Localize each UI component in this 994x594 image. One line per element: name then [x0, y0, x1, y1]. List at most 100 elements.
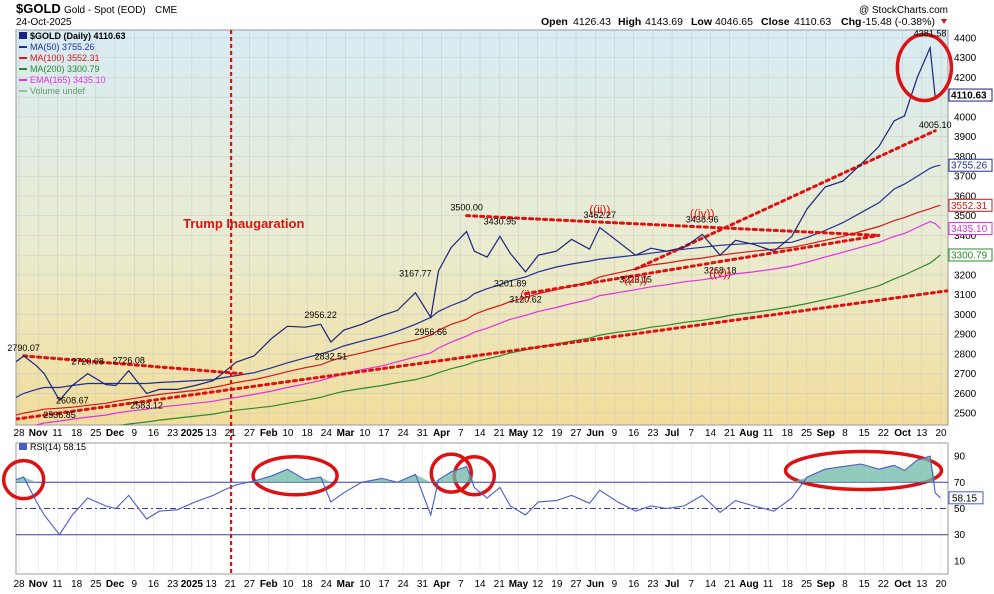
axis-badge-label: 3552.31 — [951, 201, 988, 212]
y-tick-label: 4300 — [954, 53, 977, 64]
x-tick-label: 16 — [148, 579, 160, 590]
price-point-label: 3500.00 — [450, 203, 483, 213]
svg-text:High: High — [618, 16, 641, 28]
svg-text:-15.48 (-0.38%): -15.48 (-0.38%) — [862, 16, 935, 28]
y-tick-label: 3000 — [954, 310, 977, 321]
x-tick-label: 15 — [859, 579, 871, 590]
x-tick-label: Apr — [433, 579, 450, 590]
x-tick-label: 9 — [131, 428, 137, 439]
x-tick-label: 27 — [570, 428, 582, 439]
rsi-legend-swatch — [19, 443, 27, 450]
axis-badge-box — [948, 198, 993, 212]
svg-text:4143.69: 4143.69 — [645, 16, 683, 28]
x-tick-label: Jun — [586, 428, 604, 439]
price-point-label: 2536.85 — [43, 410, 76, 420]
wave-label: ((v)) — [709, 266, 731, 280]
x-tick-label: 8 — [842, 428, 848, 439]
legend-price: $GOLD (Daily) 4110.63 — [30, 31, 126, 41]
svg-text:4126.43: 4126.43 — [573, 16, 611, 28]
x-tick-label: 11 — [763, 428, 774, 439]
price-point-label: 3430.95 — [484, 216, 517, 226]
legend-ma200: MA(200) 3300.79 — [30, 64, 100, 74]
x-tick-label: 24 — [398, 428, 410, 439]
x-tick-label: Nov — [29, 579, 48, 590]
price-line — [16, 45, 941, 402]
x-tick-label: Aug — [739, 428, 758, 439]
x-tick-label: 17 — [378, 428, 390, 439]
wave-label: (i) — [520, 288, 531, 302]
x-tick-label: 22 — [878, 579, 890, 590]
rsi-x-axis: 28 Nov 11 18 25 Dec 9 16 23 2025 13 21 27 Feb 10 18 24 Ma… — [13, 579, 947, 590]
y-tick-label: 4000 — [954, 112, 977, 123]
x-tick-label: 9 — [131, 579, 137, 590]
x-tick-label: Sep — [817, 579, 835, 590]
axis-badge-box — [948, 221, 993, 235]
x-tick-label: 13 — [206, 428, 218, 439]
y-tick-label: 2900 — [954, 330, 977, 341]
x-tick-label: 28 — [13, 579, 25, 590]
x-tick-label: 18 — [302, 579, 314, 590]
x-tick-label: 10 — [282, 428, 294, 439]
x-tick-label: Oct — [894, 428, 911, 439]
x-tick-label: 21 — [724, 428, 736, 439]
x-tick-label: 24 — [398, 579, 410, 590]
x-tick-label: 8 — [842, 579, 848, 590]
price-point-label: 2790.07 — [7, 343, 40, 353]
x-tick-label: 27 — [570, 579, 582, 590]
legend-ma50: MA(50) 3755.26 — [30, 42, 95, 52]
x-tick-label: 16 — [148, 428, 160, 439]
trendline — [16, 289, 948, 421]
rsi-title: RSI(14) 58.15 — [30, 442, 86, 452]
chart-title: $GOLD — [16, 1, 61, 16]
x-tick-label: 10 — [359, 579, 371, 590]
x-tick-label: 17 — [378, 579, 390, 590]
svg-text:4046.65: 4046.65 — [715, 16, 753, 28]
legend: $GOLD (Daily) 4110.63 MA(50) 3755.26 MA(… — [19, 31, 126, 96]
x-tick-label: Aug — [739, 579, 758, 590]
price-panel-bg — [15, 29, 949, 426]
axis-badge-box — [948, 248, 993, 262]
price-highlight-circle — [895, 32, 954, 103]
x-tick-label: Feb — [260, 428, 278, 439]
trendline — [22, 354, 243, 376]
rsi-line — [16, 455, 941, 536]
svg-text:Open: Open — [541, 16, 568, 28]
price-point-label: 3438.96 — [686, 215, 719, 225]
x-tick-label: 21 — [494, 579, 506, 590]
price-point-label: 2956.22 — [304, 310, 337, 320]
x-tick-label: 18 — [302, 428, 314, 439]
x-tick-label: 24 — [321, 428, 333, 439]
price-point-label: 3268.18 — [704, 265, 737, 275]
x-tick-label: 20 — [935, 579, 947, 590]
x-tick-label: 7 — [689, 579, 695, 590]
x-tick-label: 16 — [628, 428, 640, 439]
wave-label: ((iii)) — [624, 272, 648, 286]
rsi-y-tick-label: 30 — [954, 530, 966, 541]
y-tick-label: 3200 — [954, 270, 977, 281]
price-point-label: 2720.08 — [71, 357, 104, 367]
x-tick-label: Dec — [106, 428, 125, 439]
x-tick-label: Oct — [894, 579, 911, 590]
x-tick-label: Jul — [665, 428, 680, 439]
x-tick-label: 2025 — [181, 579, 204, 590]
x-tick-label: 10 — [282, 579, 294, 590]
x-tick-label: 27 — [244, 579, 256, 590]
axis-badge-label: 3300.79 — [951, 250, 988, 261]
y-tick-label: 2800 — [954, 349, 977, 360]
x-tick-label: 25 — [90, 428, 102, 439]
price-point-label: 2956.66 — [415, 327, 448, 337]
rsi-badge-box — [948, 491, 984, 505]
chart-subtitle: Gold - Spot (EOD) — [64, 5, 146, 16]
rsi-badge-label: 58.15 — [952, 493, 977, 504]
y-tick-label: 4200 — [954, 73, 977, 84]
x-tick-label: 27 — [244, 428, 256, 439]
axis-badge-label: 4110.63 — [951, 91, 987, 102]
svg-text:Low: Low — [691, 16, 713, 28]
chart-date: 24-Oct-2025 — [16, 17, 72, 28]
x-tick-label: 7 — [689, 428, 695, 439]
y-tick-label: 3800 — [954, 152, 977, 163]
price-point-label: 3167.77 — [399, 268, 432, 278]
y-tick-label: 3900 — [954, 132, 977, 143]
x-tick-label: May — [509, 428, 529, 439]
y-tick-label: 2500 — [954, 409, 977, 420]
